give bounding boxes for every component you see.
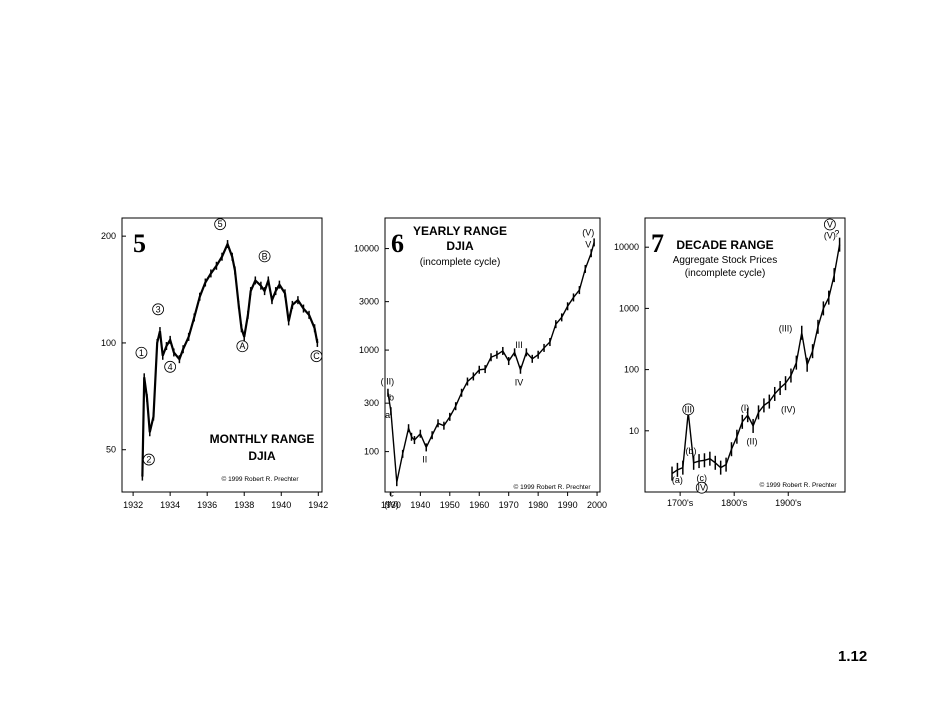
y-tick-label: 50 [106,445,116,455]
wave-circle [682,403,695,416]
monthly-range-chart: 5 MONTHLY RANGE DJIA © 1999 Robert R. Pr… [101,217,328,510]
y-tick-label: 200 [101,231,116,241]
chart-number: 5 [133,229,146,258]
chart-title: MONTHLY RANGE [210,432,315,446]
x-tick-label: 1936 [197,500,217,510]
x-tick-label: 1940 [271,500,291,510]
wave-label: 5 [218,219,223,229]
wave-circle [695,481,708,494]
wave-label: V [827,219,833,229]
wave-circle [258,250,271,263]
wave-label: (III) [779,323,793,333]
chart-title: YEARLY RANGE [413,224,507,238]
wave-label: (V) [824,230,836,240]
y-tick-label: 300 [364,398,379,408]
wave-label: (b) [685,446,696,456]
x-tick-label: 1990 [558,500,578,510]
x-tick-label: 1950 [440,500,460,510]
wave-label: IV [515,377,524,387]
wave-label: (III) [381,376,395,386]
wave-label: A [239,341,245,351]
wave-label: (c) [697,473,708,483]
y-tick-label: 10 [629,426,639,436]
y-tick-label: 10000 [614,242,639,252]
y-tick-label: 1000 [619,303,639,313]
chart-subtitle: Aggregate Stock Prices [673,255,778,266]
x-tick-label: 2000 [587,500,607,510]
decade-range-chart: 7 DECADE RANGE Aggregate Stock Prices (i… [614,217,846,508]
copyright: © 1999 Robert R. Prechter [513,483,591,491]
chart-frame [644,217,846,493]
wave-label: (IV) [384,500,399,510]
y-tick-label: 100 [364,447,379,457]
x-tick-label: 1940 [410,500,430,510]
y-tick-label: 3000 [359,297,379,307]
x-tick-label: 1938 [234,500,254,510]
chart-note: (incomplete cycle) [685,268,766,279]
wave-label: (I) [741,403,750,413]
y-tick-label: 100 [624,365,639,375]
wave-label: III [515,340,523,350]
copyright: © 1999 Robert R. Prechter [759,481,837,489]
x-tick-label: 1970 [499,500,519,510]
wave-label: III [684,404,692,414]
x-tick-label: 1930 [381,500,401,510]
wave-circle [310,350,323,363]
x-tick-label: 1960 [469,500,489,510]
copyright: © 1999 Robert R. Prechter [221,475,299,483]
wave-label: 4 [168,362,173,372]
wave-label: (a) [672,475,683,485]
y-tick-label: 100 [101,338,116,348]
wave-label: 2 [146,455,151,465]
wave-label: 1 [139,348,144,358]
x-tick-label: 1932 [123,500,143,510]
yearly-range-chart: 6 YEARLY RANGE DJIA (incomplete cycle) ©… [354,217,607,510]
x-tick-label: 1942 [308,500,328,510]
wave-label: C [313,351,320,361]
wave-circle [214,218,227,231]
wave-circle [152,303,165,316]
wave-label: V [585,240,591,250]
wave-label: b [389,392,394,402]
chart-number: 6 [391,229,404,258]
wave-label: (V) [582,227,594,237]
chart-title: DECADE RANGE [676,238,773,252]
chart-subtitle: DJIA [446,239,474,253]
x-tick-label: 1700's [667,498,694,508]
x-tick-label: 1800's [721,498,748,508]
wave-label: a [385,410,390,420]
wave-label: IV [697,483,706,493]
page-number: 1.12 [838,648,868,665]
wave-circle [135,346,148,359]
wave-label: (II) [747,436,758,446]
price-line [671,244,841,475]
wave-label: B [262,251,268,261]
wave-label: c [389,489,394,499]
y-tick-label: 10000 [354,244,379,254]
wave-circle [164,360,177,373]
chart-number: 7 [651,229,664,258]
wave-label: 3 [156,304,161,314]
x-tick-label: 1980 [528,500,548,510]
chart-subtitle: DJIA [248,449,276,463]
chart-frame [384,217,601,493]
wave-label: ? [834,228,839,238]
price-line [387,242,595,483]
y-tick-label: 1000 [359,345,379,355]
wave-circle [142,453,155,466]
chart-note: (incomplete cycle) [420,257,501,268]
wave-label: (IV) [781,404,796,414]
wave-circle [823,218,836,231]
x-tick-label: 1900's [775,498,802,508]
x-tick-label: 1934 [160,500,180,510]
wave-circle [236,340,249,353]
wave-label: II [422,455,427,465]
